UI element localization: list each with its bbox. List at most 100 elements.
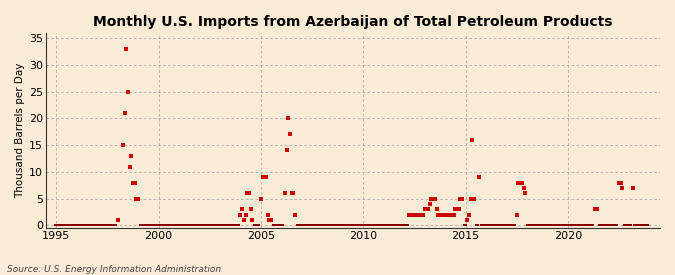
Point xyxy=(433,212,443,217)
Point xyxy=(128,180,138,185)
Point xyxy=(242,191,252,196)
Point xyxy=(501,223,512,227)
Point xyxy=(109,223,119,227)
Point xyxy=(184,223,194,227)
Point xyxy=(418,212,429,217)
Point xyxy=(438,212,449,217)
Point xyxy=(176,223,186,227)
Point xyxy=(554,223,565,227)
Point xyxy=(537,223,547,227)
Point xyxy=(213,223,223,227)
Point xyxy=(375,223,385,227)
Point xyxy=(568,223,578,227)
Point xyxy=(624,223,634,227)
Point xyxy=(68,223,79,227)
Point xyxy=(133,196,144,201)
Point xyxy=(483,223,493,227)
Point xyxy=(221,223,232,227)
Point xyxy=(500,223,510,227)
Point xyxy=(458,223,469,227)
Point xyxy=(86,223,97,227)
Point xyxy=(454,207,464,211)
Point xyxy=(248,223,259,227)
Point xyxy=(99,223,109,227)
Point xyxy=(277,223,288,227)
Point xyxy=(503,223,514,227)
Point xyxy=(617,186,628,190)
Point xyxy=(153,223,164,227)
Point xyxy=(587,223,597,227)
Point xyxy=(189,223,200,227)
Point xyxy=(361,223,372,227)
Point xyxy=(414,212,425,217)
Point xyxy=(351,223,362,227)
Point xyxy=(547,223,558,227)
Point xyxy=(63,223,74,227)
Point xyxy=(360,223,371,227)
Point xyxy=(605,223,616,227)
Point xyxy=(283,116,294,121)
Point xyxy=(245,207,256,211)
Point xyxy=(80,223,90,227)
Point xyxy=(523,223,534,227)
Point xyxy=(465,196,476,201)
Point xyxy=(428,196,439,201)
Point xyxy=(225,223,236,227)
Point xyxy=(409,212,420,217)
Point xyxy=(167,223,178,227)
Point xyxy=(49,223,60,227)
Point xyxy=(373,223,384,227)
Point xyxy=(600,223,611,227)
Point xyxy=(303,223,314,227)
Point xyxy=(562,223,573,227)
Point xyxy=(173,223,184,227)
Point xyxy=(123,90,134,94)
Point xyxy=(322,223,333,227)
Point xyxy=(144,223,155,227)
Point xyxy=(296,223,307,227)
Point xyxy=(464,212,475,217)
Point xyxy=(448,212,459,217)
Point xyxy=(569,223,580,227)
Point xyxy=(160,223,171,227)
Point xyxy=(475,223,486,227)
Point xyxy=(508,223,518,227)
Point xyxy=(269,223,280,227)
Point xyxy=(436,212,447,217)
Point xyxy=(397,223,408,227)
Point xyxy=(564,223,575,227)
Point xyxy=(238,218,249,222)
Point xyxy=(489,223,500,227)
Point xyxy=(445,212,456,217)
Point xyxy=(223,223,234,227)
Point xyxy=(279,191,290,196)
Point xyxy=(235,212,246,217)
Point xyxy=(140,223,151,227)
Point xyxy=(188,223,198,227)
Point xyxy=(447,212,458,217)
Point xyxy=(378,223,389,227)
Point xyxy=(578,223,589,227)
Point xyxy=(533,223,544,227)
Point xyxy=(367,223,377,227)
Point xyxy=(256,196,267,201)
Point xyxy=(75,223,86,227)
Point xyxy=(358,223,369,227)
Point xyxy=(117,143,128,147)
Point xyxy=(616,180,626,185)
Point xyxy=(143,223,154,227)
Point xyxy=(300,223,310,227)
Point xyxy=(472,223,483,227)
Point xyxy=(331,223,342,227)
Point xyxy=(601,223,612,227)
Point xyxy=(455,196,466,201)
Point xyxy=(288,191,299,196)
Point xyxy=(206,223,217,227)
Point xyxy=(370,223,381,227)
Point xyxy=(595,223,605,227)
Point xyxy=(529,223,539,227)
Point xyxy=(136,223,147,227)
Point xyxy=(332,223,343,227)
Point xyxy=(342,223,353,227)
Point xyxy=(614,180,624,185)
